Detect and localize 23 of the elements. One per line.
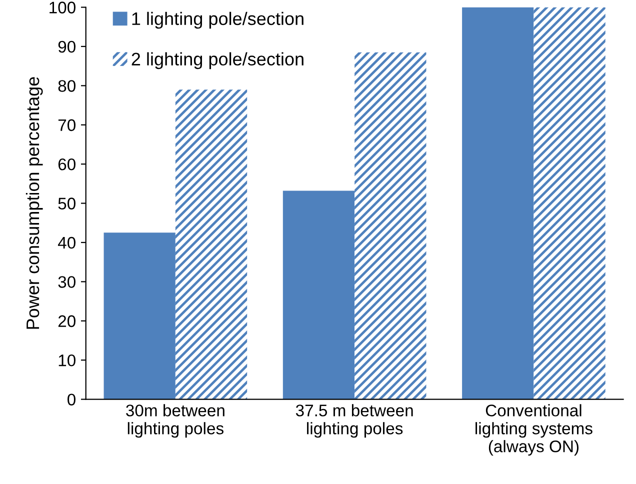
y-tick-label: 80 — [58, 80, 76, 92]
y-tick-label: 70 — [58, 119, 76, 132]
y-tick-label: 100 — [50, 2, 76, 14]
x-tick-label: 37.5 m between lighting poles — [296, 404, 413, 438]
bar — [175, 90, 248, 400]
y-tick-label: 20 — [58, 315, 76, 328]
y-tick-label: 60 — [58, 158, 76, 170]
y-tick-label: 40 — [58, 236, 76, 249]
x-tick-label: 30m between lighting poles — [126, 404, 224, 438]
bar — [462, 7, 534, 400]
y-tick-label: 30 — [58, 276, 76, 288]
bar — [354, 52, 426, 400]
x-tick-label: Conventional lighting systems (always ON) — [476, 404, 592, 456]
y-tick-label: 90 — [58, 40, 76, 53]
y-axis-title: Power consumption percentage — [26, 77, 43, 329]
legend-label: 2 lighting pole/section — [132, 52, 304, 70]
y-tick-label: 10 — [58, 354, 76, 366]
y-tick-label: 0 — [68, 394, 76, 406]
bar — [534, 7, 606, 400]
bar — [104, 232, 176, 400]
y-tick-label: 50 — [58, 198, 76, 210]
bar — [282, 190, 355, 400]
legend-label: 1 lighting pole/section — [132, 12, 304, 29]
